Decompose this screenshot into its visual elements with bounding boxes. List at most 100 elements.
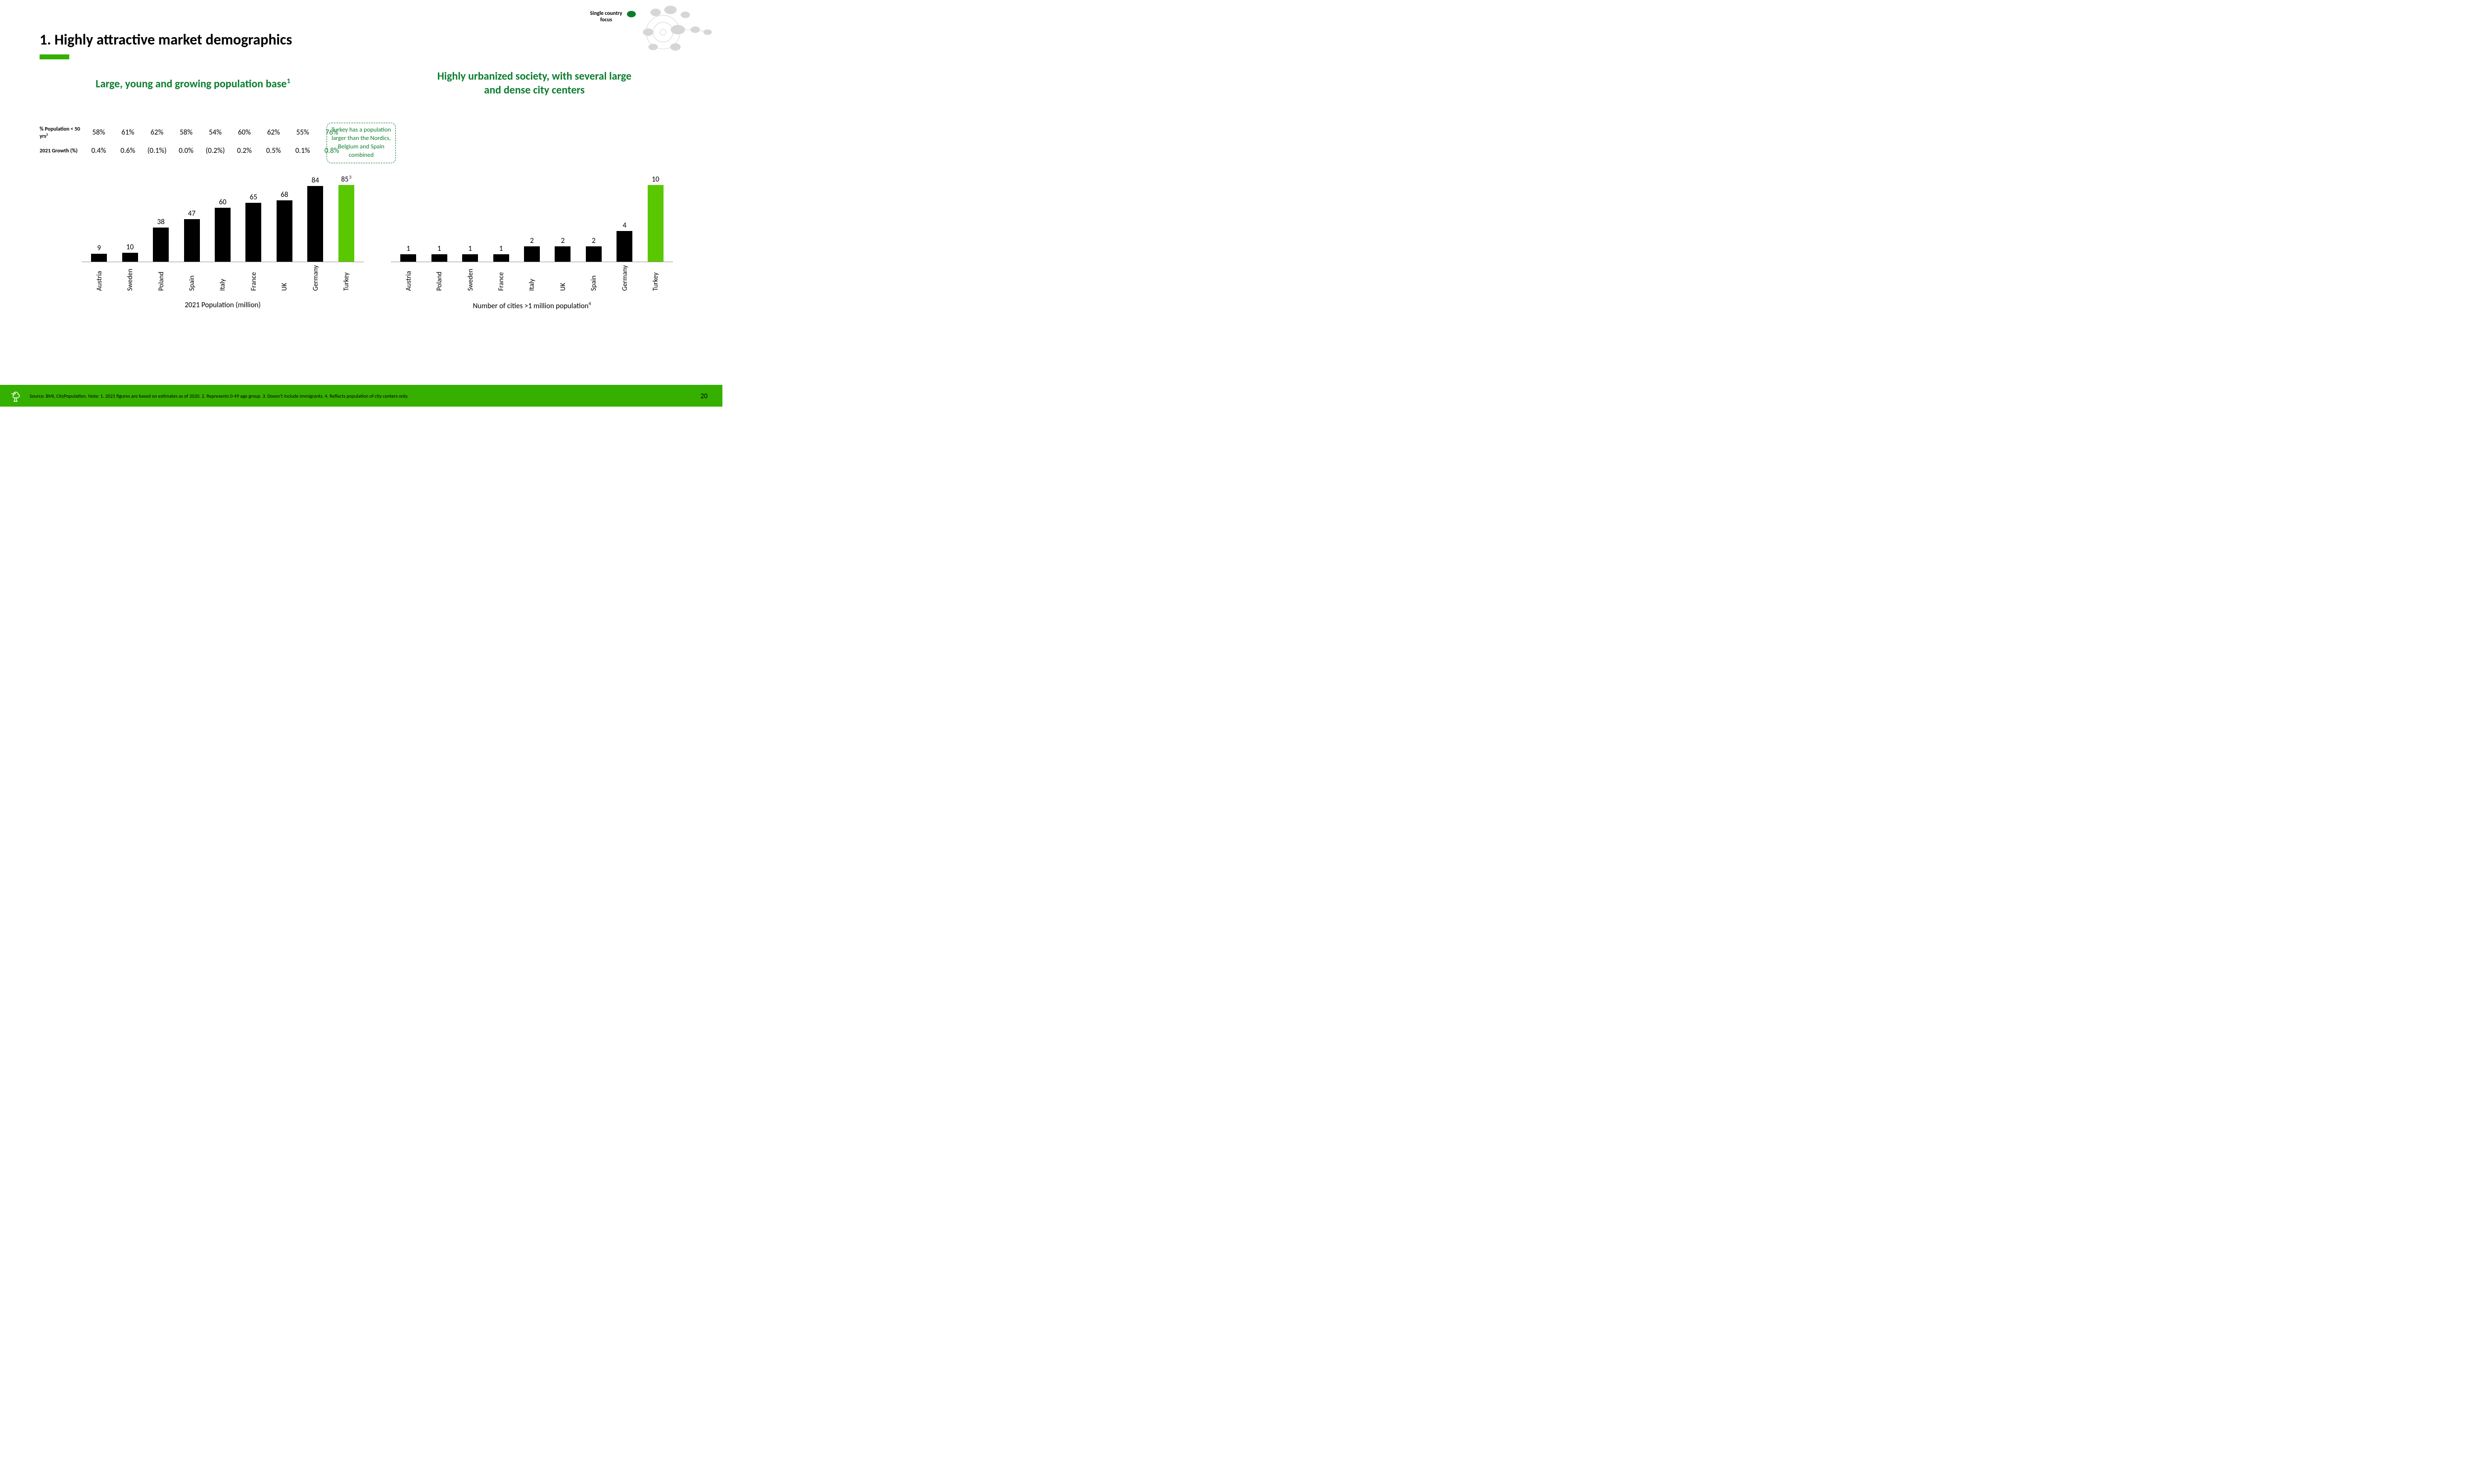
- bar-value: 1: [406, 244, 410, 253]
- category-label: France: [497, 265, 505, 292]
- category-label: UK: [280, 265, 288, 292]
- category-label: Poland: [435, 265, 443, 292]
- bar-value: 60: [219, 198, 226, 207]
- axis-title-right: Number of cities >1 million population4: [391, 301, 673, 311]
- axis-title-left: 2021 Population (million): [82, 301, 364, 310]
- left-subtitle: Large, young and growing population base…: [40, 77, 346, 91]
- bar-rect: [555, 246, 571, 262]
- right-subtitle: Highly urbanized society, with several l…: [381, 69, 688, 96]
- footnote-text: Source: BMI, CityPopulation. Note: 1. 20…: [30, 393, 701, 399]
- metric-cell: 0.0%: [172, 146, 201, 155]
- category-label: Germany: [620, 265, 629, 292]
- metric-label-growth: 2021 Growth (%): [40, 148, 84, 154]
- bar-rect: [338, 185, 354, 262]
- category-label: UK: [559, 265, 567, 292]
- bar-rect: [307, 186, 323, 262]
- metric-cell: 0.4%: [84, 146, 113, 155]
- bar-rect: [153, 228, 169, 262]
- bar-value: 4: [622, 221, 626, 230]
- bar-col: 853: [331, 175, 362, 262]
- metric-cell: 58%: [172, 128, 201, 137]
- bar-value: 2: [530, 236, 534, 245]
- bar-rect: [184, 219, 200, 262]
- bar-col: 38: [145, 218, 176, 262]
- category-label: Turkey: [342, 265, 350, 292]
- category-label: Germany: [311, 265, 320, 292]
- bar-rect: [648, 185, 664, 262]
- bar-col: 1: [485, 244, 516, 262]
- bar-col: 4: [609, 221, 640, 262]
- callout-box: Turkey has a population larger than the …: [327, 123, 396, 163]
- metric-cell: 0.1%: [288, 146, 317, 155]
- metric-cell: 62%: [143, 128, 172, 137]
- category-label: Italy: [218, 265, 227, 292]
- bar-rect: [617, 231, 632, 262]
- metric-cell: 60%: [230, 128, 259, 137]
- category-label: Austria: [404, 265, 413, 292]
- slide-title: 1. Highly attractive market demographics: [40, 31, 292, 49]
- bar-rect: [400, 254, 416, 262]
- bar-col: 1: [393, 244, 424, 262]
- bar-col: 68: [269, 190, 300, 262]
- metric-cell: 0.6%: [113, 146, 143, 155]
- bar-rect: [524, 246, 540, 262]
- bar-col: 1: [455, 244, 485, 262]
- bar-rect: [493, 254, 509, 262]
- bar-col: 10: [114, 243, 145, 262]
- metric-label-pop50: % Population < 50 yrs2: [40, 126, 84, 139]
- bar-rect: [122, 253, 138, 262]
- bar-rect: [215, 208, 231, 262]
- page-number: 20: [701, 392, 708, 400]
- bar-col: 60: [207, 198, 238, 262]
- bar-rect: [462, 254, 478, 262]
- category-label: Sweden: [126, 265, 134, 292]
- bar-value: 2: [592, 236, 596, 245]
- bar-col: 65: [238, 193, 269, 262]
- metric-cell: 0.5%: [259, 146, 288, 155]
- metric-cell: 61%: [113, 128, 143, 137]
- title-underline: [40, 54, 69, 59]
- category-label: Spain: [188, 265, 196, 292]
- bar-value: 38: [157, 218, 164, 227]
- category-label: Sweden: [466, 265, 475, 292]
- bar-value: 1: [468, 244, 472, 253]
- bar-value: 65: [250, 193, 257, 202]
- bar-rect: [245, 203, 261, 262]
- bar-value: 68: [281, 190, 288, 199]
- metric-cell: 0.2%: [230, 146, 259, 155]
- category-label: Poland: [157, 265, 165, 292]
- bar-col: 47: [176, 209, 207, 262]
- bar-rect: [431, 254, 447, 262]
- category-label: Spain: [589, 265, 598, 292]
- bar-col: 10: [640, 175, 671, 262]
- bar-rect: [586, 246, 602, 262]
- metric-cell: 55%: [288, 128, 317, 137]
- footer-bar: Source: BMI, CityPopulation. Note: 1. 20…: [0, 385, 722, 407]
- category-label: France: [249, 265, 258, 292]
- bar-value: 47: [188, 209, 195, 218]
- bar-value: 10: [126, 243, 134, 252]
- bar-rect: [91, 254, 107, 262]
- corner-legend-label: Single country focus: [584, 10, 628, 23]
- chart-cities: 1 1 1 1 2 2 2 4 10 Austria Poland Sweden France Ital…: [391, 171, 673, 311]
- bar-value: 10: [652, 175, 659, 184]
- metric-cell: (0.2%): [201, 146, 230, 155]
- bar-value: 1: [499, 244, 503, 253]
- bar-value: 84: [312, 176, 319, 185]
- bar-value: 1: [437, 244, 441, 253]
- duck-icon: [10, 389, 24, 403]
- bar-value: 2: [561, 236, 565, 245]
- category-label: Austria: [95, 265, 103, 292]
- metric-cell: 54%: [201, 128, 230, 137]
- bar-col: 1: [424, 244, 454, 262]
- corner-network-icon: [628, 5, 713, 54]
- category-label: Turkey: [651, 265, 660, 292]
- bar-value: 853: [341, 175, 351, 184]
- metric-cell: 62%: [259, 128, 288, 137]
- bar-rect: [277, 200, 292, 262]
- bar-col: 84: [300, 176, 331, 262]
- bar-col: 2: [547, 236, 578, 262]
- category-label: Italy: [527, 265, 536, 292]
- bar-col: 2: [517, 236, 547, 262]
- metric-cell: (0.1%): [143, 146, 172, 155]
